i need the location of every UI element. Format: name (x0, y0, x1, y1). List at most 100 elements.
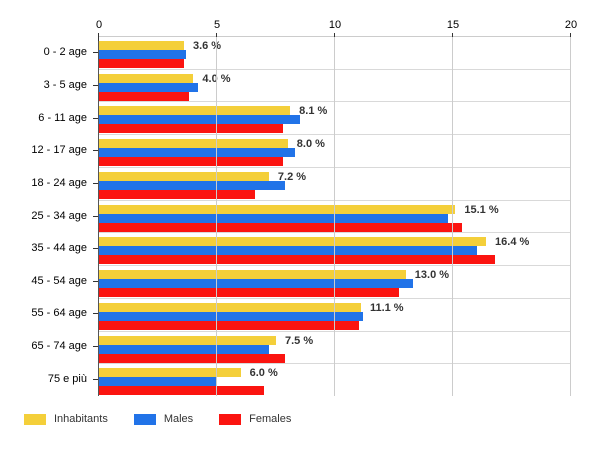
value-label: 8.1 % (299, 105, 328, 118)
category-row: 0 - 2 age (0, 36, 99, 69)
value-label: 16.4 % (495, 236, 530, 249)
bar-males (99, 377, 217, 387)
category-label: 0 - 2 age (43, 46, 87, 59)
bar-females (99, 189, 255, 199)
vertical-gridline (216, 37, 217, 396)
category-label: 45 - 54 age (31, 274, 87, 287)
vertical-gridline (452, 37, 453, 396)
x-axis-tick-label: 0 (95, 19, 103, 31)
value-label: 3.6 % (192, 40, 222, 52)
legend-label: Males (163, 413, 194, 425)
bar-females (99, 353, 286, 363)
bar-males (99, 82, 199, 92)
bar-inhabitants (99, 302, 361, 312)
bar-group-row: 15.1 % (99, 199, 571, 233)
bar-inhabitants (99, 106, 291, 116)
legend-swatch (219, 413, 242, 425)
bar-males (99, 213, 449, 223)
bar-inhabitants (99, 171, 269, 181)
category-row: 75 e più (0, 362, 99, 395)
legend-swatch (24, 413, 46, 425)
legend: Inhabitants Males Females (24, 413, 317, 425)
value-label: 7.5 % (285, 334, 314, 347)
category-axis: 0 - 2 age 3 - 5 age 6 - 11 age 12 - 17 age 1… (0, 36, 99, 395)
category-tick (93, 248, 99, 250)
legend-label: Females (249, 413, 292, 425)
x-axis-tick-label: 15 (446, 19, 460, 31)
bar-males (99, 344, 269, 354)
y-axis-line (98, 37, 99, 396)
bar-inhabitants (99, 335, 276, 345)
bar-group-row: 11.1 % (99, 297, 571, 331)
plot-area: 0 5 10 15 20 3.6 % 4.0 % 8.1 % 8.0 % 7.2 % 15.1 %… (96, 19, 577, 396)
bar-group-row: 6.0 % (99, 363, 571, 396)
category-tick (93, 117, 99, 119)
bar-inhabitants (99, 41, 184, 50)
category-row: 25 - 34 age (0, 199, 99, 232)
bar-group-row: 7.2 % (99, 166, 571, 200)
legend-label: Inhabitants (54, 413, 108, 425)
category-tick (93, 182, 99, 184)
vertical-gridline (570, 37, 571, 396)
bar-males (99, 180, 286, 190)
category-label: 3 - 5 age (43, 78, 87, 91)
category-tick (93, 313, 99, 315)
bar-males (99, 279, 413, 289)
x-axis-tick (98, 33, 99, 41)
category-tick (93, 215, 99, 217)
plot-rows: 3.6 % 4.0 % 8.1 % 8.0 % 7.2 % 15.1 % 16.4 % 13.… (99, 37, 571, 396)
bar-group-row: 13.0 % (99, 265, 571, 298)
category-row: 65 - 74 age (0, 330, 99, 363)
legend-item-inhabitants: Inhabitants (24, 413, 108, 425)
bar-group-row: 8.0 % (99, 134, 571, 167)
category-label: 65 - 74 age (31, 340, 87, 353)
category-row: 12 - 17 age (0, 134, 99, 167)
legend-item-males: Males (133, 413, 194, 425)
bar-males (99, 148, 295, 158)
bar-group-row: 7.5 % (99, 330, 571, 364)
category-label: 35 - 44 age (31, 242, 87, 255)
bar-females (99, 124, 284, 134)
legend-swatch (133, 413, 156, 425)
bar-males (99, 246, 477, 256)
category-tick (93, 150, 99, 152)
category-row: 45 - 54 age (0, 264, 99, 297)
bar-females (99, 255, 496, 265)
bar-inhabitants (99, 204, 456, 214)
bar-males (99, 115, 300, 125)
bar-group-row: 3.6 % (99, 37, 571, 69)
vertical-gridline (334, 37, 335, 396)
x-axis-tick-label: 10 (328, 19, 342, 31)
category-label: 55 - 64 age (31, 307, 87, 320)
x-axis-tick-label: 5 (213, 19, 221, 31)
bar-females (99, 320, 359, 330)
value-label: 7.2 % (277, 170, 307, 183)
category-label: 25 - 34 age (31, 209, 87, 222)
category-row: 55 - 64 age (0, 297, 99, 330)
category-label: 75 e più (47, 372, 87, 385)
category-tick (93, 280, 99, 282)
category-tick (93, 52, 99, 54)
category-row: 35 - 44 age (0, 232, 99, 265)
bar-females (99, 288, 399, 298)
category-tick (93, 84, 99, 86)
bar-group-row: 16.4 % (99, 232, 571, 265)
category-row: 18 - 24 age (0, 167, 99, 200)
bar-females (99, 59, 184, 68)
category-label: 12 - 17 age (31, 144, 87, 157)
bar-group-row: 8.1 % (99, 101, 571, 134)
x-axis-tick-label: 20 (564, 19, 578, 31)
legend-item-females: Females (219, 413, 291, 425)
category-tick (93, 346, 99, 348)
bar-inhabitants (99, 237, 487, 247)
bar-females (99, 91, 189, 101)
bar-group-row: 4.0 % (99, 68, 571, 102)
bar-males (99, 50, 187, 59)
category-row: 6 - 11 age (0, 101, 99, 134)
bar-inhabitants (99, 270, 406, 280)
value-label: 13.0 % (414, 269, 450, 282)
category-row: 3 - 5 age (0, 69, 99, 102)
value-label: 11.1 % (369, 301, 404, 314)
bar-inhabitants (99, 73, 194, 83)
